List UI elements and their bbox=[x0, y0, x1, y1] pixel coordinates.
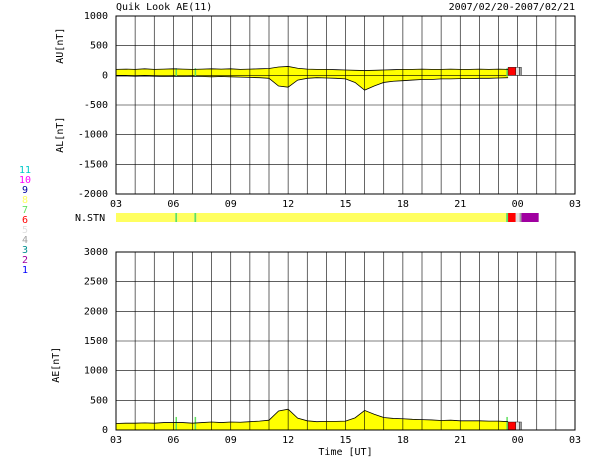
y-tick-label: 0 bbox=[102, 70, 108, 81]
y-axis-label: AE[nT] bbox=[51, 347, 62, 383]
station-box bbox=[515, 421, 520, 431]
station-bar-label: N.STN bbox=[75, 213, 105, 224]
x-tick-label: 00 bbox=[512, 199, 524, 210]
y-tick-label: 0 bbox=[102, 425, 108, 436]
y-tick-label: 1000 bbox=[84, 366, 108, 377]
series-line bbox=[116, 75, 509, 91]
x-tick-label: 18 bbox=[397, 199, 409, 210]
x-tick-label: 12 bbox=[282, 435, 294, 446]
station-segment bbox=[177, 213, 195, 222]
y-tick-label: 500 bbox=[90, 395, 108, 406]
y-tick-label: 1000 bbox=[84, 11, 108, 22]
station-segment bbox=[194, 213, 197, 222]
station-segment bbox=[196, 213, 507, 222]
y-tick-label: 2000 bbox=[84, 306, 108, 317]
x-tick-label: 15 bbox=[339, 435, 351, 446]
x-tick-label: 06 bbox=[167, 199, 179, 210]
legend-count: 3 bbox=[22, 245, 28, 256]
x-tick-label: 03 bbox=[569, 199, 581, 210]
y-axis-label: AU[nT] bbox=[55, 28, 66, 64]
legend-count: 1 bbox=[22, 265, 28, 276]
legend-count: 5 bbox=[22, 225, 28, 236]
x-tick-label: 09 bbox=[225, 199, 237, 210]
x-tick-label: 03 bbox=[569, 435, 581, 446]
station-segment bbox=[506, 213, 509, 222]
x-tick-label: 03 bbox=[110, 199, 122, 210]
date-range: 2007/02/20-2007/02/21 bbox=[449, 2, 575, 13]
x-tick-label: 00 bbox=[512, 435, 524, 446]
y-tick-label: 2500 bbox=[84, 277, 108, 288]
legend-count: 6 bbox=[22, 215, 28, 226]
plot-frame bbox=[115, 251, 576, 431]
y-tick-label: -2000 bbox=[78, 189, 108, 200]
legend-count: 11 bbox=[19, 165, 31, 176]
x-axis-label: Time [UT] bbox=[318, 447, 372, 458]
y-tick-label: -500 bbox=[84, 100, 108, 111]
band-fill bbox=[116, 66, 509, 91]
y-tick-label: -1000 bbox=[78, 130, 108, 141]
series-line bbox=[115, 408, 509, 424]
station-segment bbox=[519, 213, 522, 222]
series-line bbox=[115, 66, 509, 71]
station-segment bbox=[116, 213, 176, 222]
x-tick-label: 12 bbox=[282, 199, 294, 210]
legend-count: 9 bbox=[22, 185, 28, 196]
station-segment bbox=[508, 213, 516, 222]
x-tick-label: 15 bbox=[339, 199, 351, 210]
x-tick-label: 06 bbox=[167, 435, 179, 446]
legend-count: 8 bbox=[22, 195, 28, 206]
x-tick-label: 21 bbox=[454, 199, 466, 210]
station-segment bbox=[521, 213, 539, 222]
y-tick-label: 1500 bbox=[84, 336, 108, 347]
station-box bbox=[515, 67, 520, 76]
station-box bbox=[519, 67, 522, 76]
y-tick-label: 3000 bbox=[84, 247, 108, 258]
station-box bbox=[507, 67, 516, 76]
legend-count: 4 bbox=[22, 235, 28, 246]
chart-title: Quik Look AE(11) bbox=[116, 2, 212, 13]
y-tick-label: -1500 bbox=[78, 159, 108, 170]
station-box bbox=[507, 421, 516, 431]
plot-frame bbox=[115, 15, 576, 195]
x-tick-label: 03 bbox=[110, 435, 122, 446]
station-box bbox=[519, 421, 522, 431]
area-fill bbox=[116, 409, 509, 430]
y-tick-label: 500 bbox=[90, 41, 108, 52]
x-tick-label: 09 bbox=[225, 435, 237, 446]
station-segment bbox=[175, 213, 178, 222]
x-tick-label: 18 bbox=[397, 435, 409, 446]
x-tick-label: 21 bbox=[454, 435, 466, 446]
y-axis-label: AL[nT] bbox=[55, 117, 66, 153]
legend-count: 10 bbox=[19, 175, 31, 186]
legend-count: 2 bbox=[22, 255, 28, 266]
legend-count: 7 bbox=[22, 205, 28, 216]
station-segment bbox=[515, 213, 520, 222]
